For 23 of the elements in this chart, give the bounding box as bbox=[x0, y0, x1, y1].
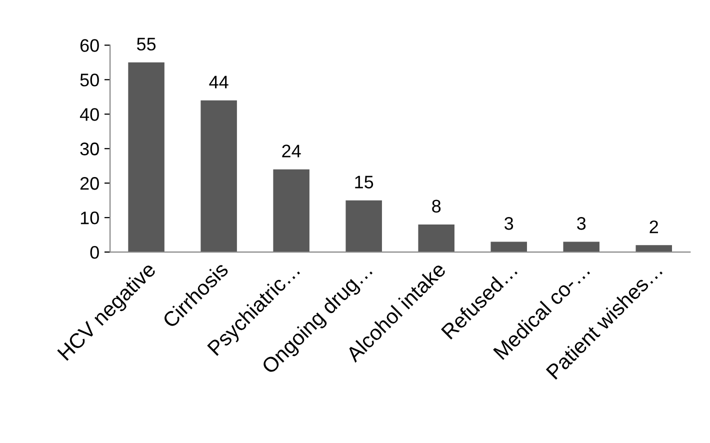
y-tick-label: 50 bbox=[80, 74, 99, 86]
y-tick-label: 30 bbox=[80, 142, 99, 156]
y-tick-label: 0 bbox=[90, 246, 99, 259]
data-label: 44 bbox=[209, 76, 228, 88]
bar bbox=[128, 62, 164, 252]
bar bbox=[490, 242, 527, 252]
bar bbox=[636, 245, 672, 252]
bar bbox=[418, 224, 454, 252]
data-label: 3 bbox=[577, 217, 586, 230]
y-tick-label: 60 bbox=[80, 39, 99, 52]
data-label: 15 bbox=[355, 176, 374, 188]
data-label: 2 bbox=[650, 220, 658, 234]
y-tick-label: 40 bbox=[80, 108, 99, 121]
bar bbox=[563, 242, 600, 252]
bar bbox=[200, 100, 237, 252]
y-tick-label: 20 bbox=[80, 177, 99, 190]
y-tick-label: 10 bbox=[80, 212, 99, 224]
data-label: 24 bbox=[282, 144, 301, 158]
data-label: 3 bbox=[504, 217, 514, 230]
data-label: 8 bbox=[432, 200, 441, 213]
bar bbox=[346, 200, 382, 252]
data-label: 55 bbox=[136, 38, 156, 51]
bar bbox=[273, 169, 310, 252]
